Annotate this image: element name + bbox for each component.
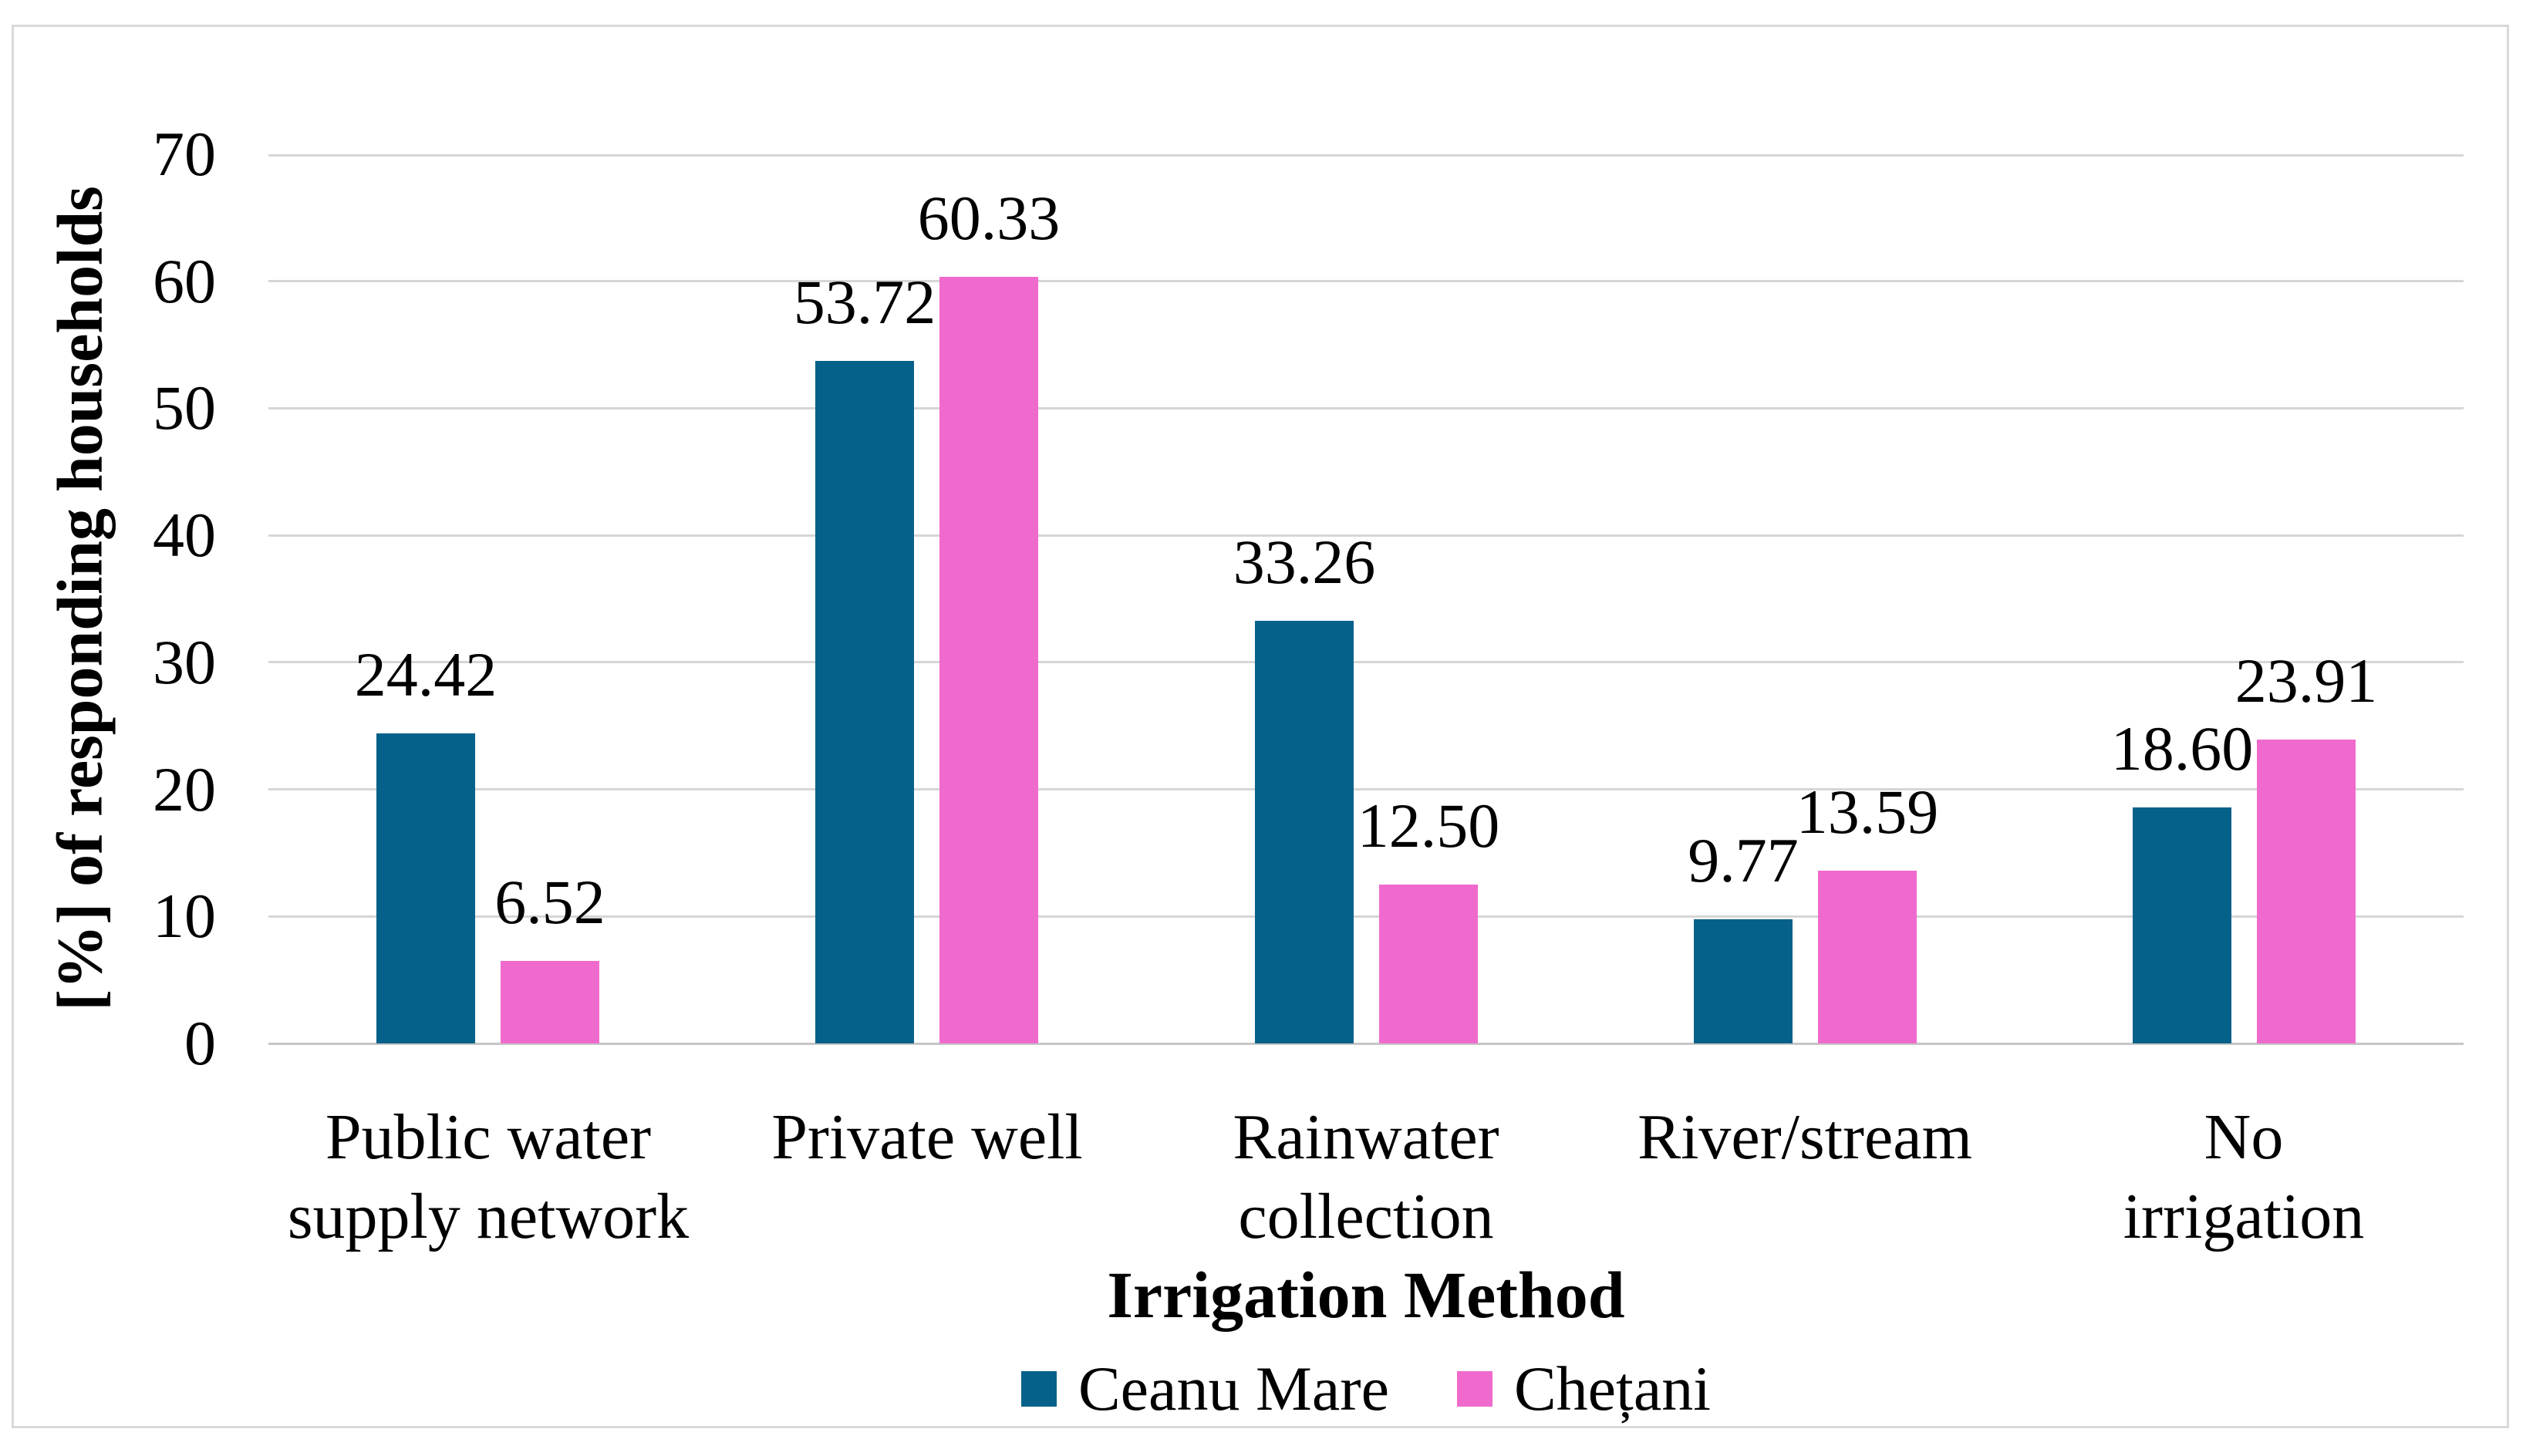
x-category-label: Rainwater collection — [1233, 1101, 1499, 1252]
y-tick-label: 50 — [153, 372, 216, 443]
gridline — [268, 280, 2464, 282]
bar-value-label: 12.50 — [1357, 790, 1500, 861]
y-tick-label: 0 — [184, 1008, 216, 1078]
gridline — [268, 788, 2464, 790]
gridline — [268, 915, 2464, 918]
y-tick-label: 60 — [153, 246, 216, 316]
bar-value-label: 9.77 — [1688, 825, 1799, 895]
bar-value-label: 23.91 — [2235, 645, 2378, 716]
bar-chețani — [501, 961, 599, 1043]
y-tick-label: 70 — [153, 119, 216, 189]
y-tick-label: 20 — [153, 754, 216, 824]
bar-ceanu-mare — [376, 733, 475, 1043]
x-category-label: No irrigation — [2123, 1101, 2365, 1252]
bar-ceanu-mare — [1255, 621, 1354, 1043]
legend-item-ceanu-mare: Ceanu Mare — [1020, 1350, 1389, 1427]
bar-value-label: 53.72 — [793, 267, 936, 337]
x-axis-baseline — [268, 1043, 2464, 1045]
gridline — [268, 154, 2464, 157]
bar-chețani — [1379, 885, 1478, 1043]
bar-ceanu-mare — [815, 361, 914, 1043]
bar-chețani — [939, 277, 1038, 1043]
x-category-label: River/stream — [1638, 1101, 1972, 1173]
x-category-label: Public water supply network — [287, 1101, 690, 1252]
bar-chețani — [2257, 740, 2356, 1043]
legend-swatch-icon — [1020, 1371, 1057, 1407]
bar-ceanu-mare — [1694, 919, 1793, 1043]
bar-chețani — [1818, 871, 1917, 1043]
bar-ceanu-mare — [2133, 807, 2231, 1043]
legend-swatch-icon — [1456, 1371, 1492, 1407]
x-axis-title: Irrigation Method — [1107, 1258, 1625, 1332]
bar-value-label: 13.59 — [1796, 777, 1939, 847]
bar-value-label: 6.52 — [494, 867, 605, 937]
legend-item-chețani: Chețani — [1456, 1350, 1712, 1427]
gridline — [268, 534, 2464, 537]
bar-value-label: 24.42 — [354, 639, 497, 709]
gridline — [268, 661, 2464, 663]
y-tick-label: 40 — [153, 500, 216, 570]
x-category-label: Private well — [771, 1101, 1083, 1173]
bar-value-label: 60.33 — [917, 183, 1061, 253]
bar-value-label: 18.60 — [2110, 713, 2254, 784]
y-tick-label: 10 — [153, 881, 216, 951]
chart-frame-border: [%] of responding households 24.42 53.72 3… — [12, 25, 2509, 1428]
legend-label: Ceanu Mare — [1078, 1353, 1389, 1424]
gridline — [268, 407, 2464, 410]
x-axis-category-labels: Public water supply network Private well R… — [268, 1097, 2464, 1282]
bar-value-label: 33.26 — [1233, 527, 1376, 597]
y-tick-label: 30 — [153, 627, 216, 697]
plot-area: 24.42 53.72 33.26 9.77 18.60 6.52 60.33 12.50 13… — [268, 154, 2464, 1045]
legend-label: Chețani — [1513, 1353, 1712, 1424]
chart-legend: Ceanu Mare Chețani — [268, 1350, 2464, 1427]
